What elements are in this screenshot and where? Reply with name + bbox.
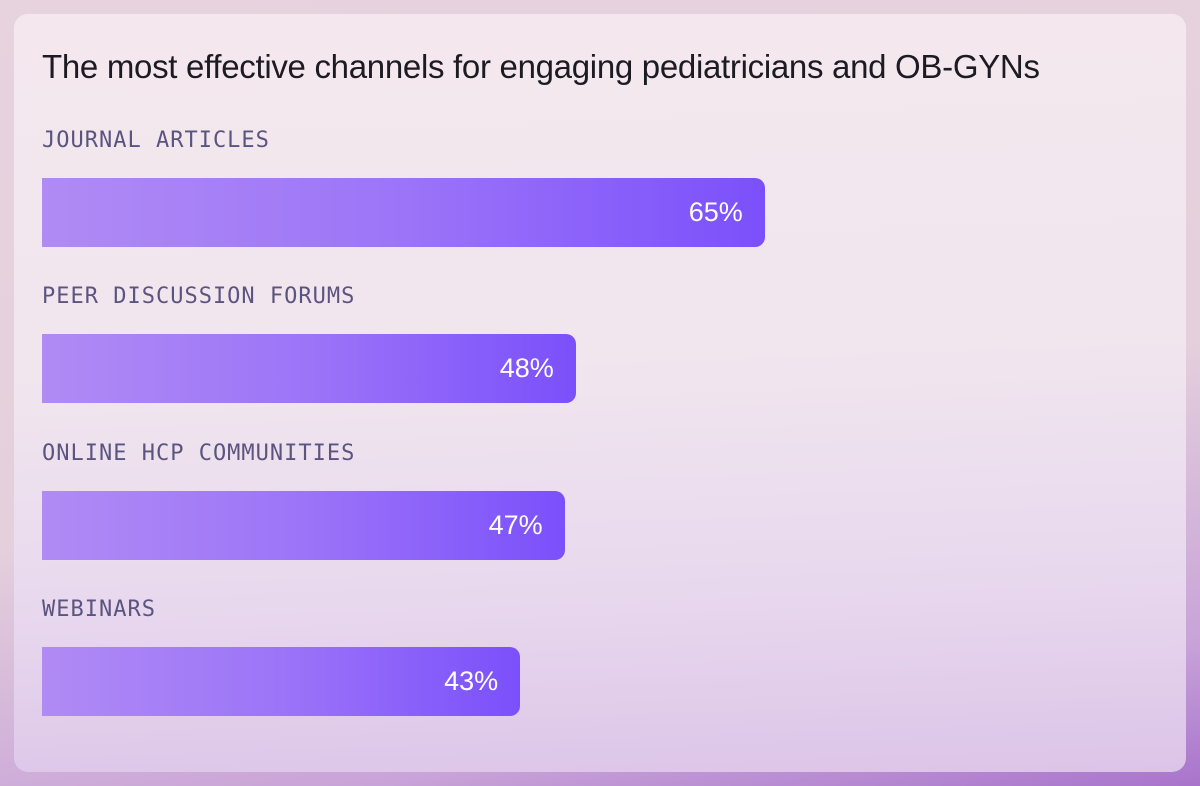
- bar: 65%: [42, 178, 765, 247]
- chart-card: The most effective channels for engaging…: [14, 14, 1186, 772]
- bar-label: JOURNAL ARTICLES: [42, 128, 270, 153]
- bar-value-label: 43%: [444, 666, 499, 696]
- bar: 43%: [42, 647, 521, 716]
- bar: 48%: [42, 334, 576, 403]
- bar: 47%: [42, 491, 565, 560]
- bar-label: PEER DISCUSSION FORUMS: [42, 284, 356, 309]
- chart-title: The most effective channels for engaging…: [42, 48, 1040, 85]
- bar-value-label: 65%: [688, 197, 743, 227]
- bar-value-label: 47%: [488, 510, 543, 540]
- bar-value-label: 48%: [499, 353, 554, 383]
- bar-label: WEBINARS: [42, 597, 156, 622]
- bar-label: ONLINE HCP COMMUNITIES: [42, 441, 356, 466]
